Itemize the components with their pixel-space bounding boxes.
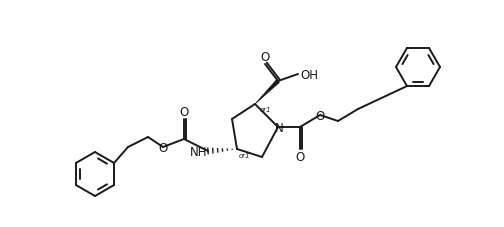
Text: NH: NH <box>190 145 207 158</box>
Text: O: O <box>179 106 188 118</box>
Text: O: O <box>261 51 270 64</box>
Text: N: N <box>275 121 283 134</box>
Text: O: O <box>295 150 304 163</box>
Text: O: O <box>316 109 325 122</box>
Polygon shape <box>255 80 279 105</box>
Text: or1: or1 <box>239 152 250 158</box>
Text: or1: or1 <box>260 106 272 113</box>
Text: O: O <box>158 141 168 154</box>
Text: OH: OH <box>300 68 318 81</box>
